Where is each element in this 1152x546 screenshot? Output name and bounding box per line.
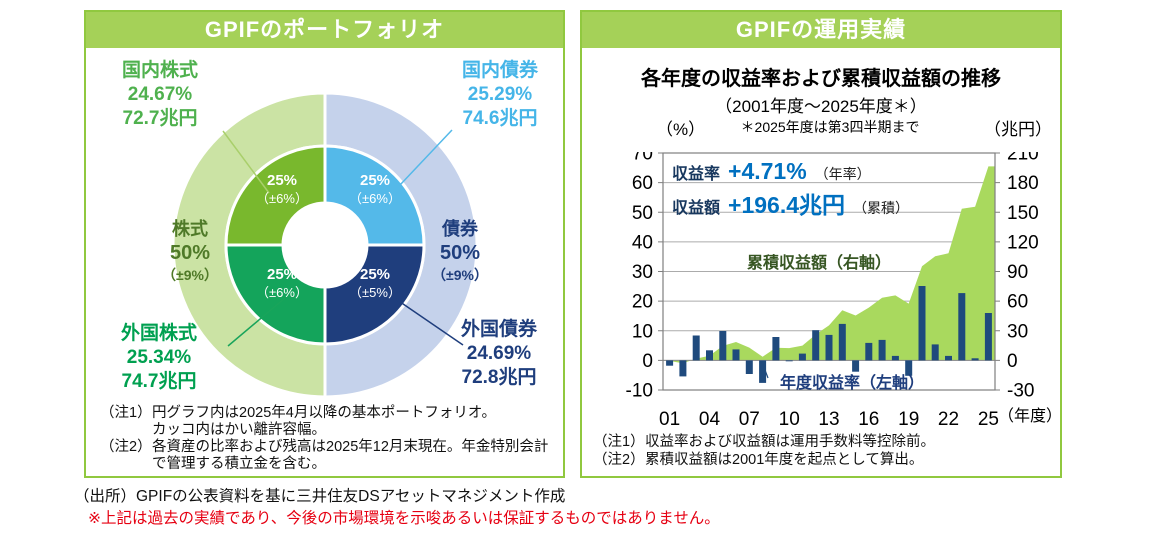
right-axis-tick-label: 90 [1007, 262, 1028, 283]
annual-return-bar [785, 360, 793, 362]
left-axis-tick-label: 10 [632, 321, 653, 342]
right-axis-tick-label: -30 [1007, 381, 1034, 402]
portfolio-notes: （注1） 円グラフ内は2025年4月以降の基本ポートフォリオ。 カッコ内はかい離許… [100, 405, 552, 473]
left-axis-tick-label: 60 [632, 173, 653, 194]
right-axis-tick-label: 120 [1007, 232, 1039, 253]
annual-return-bar [971, 358, 979, 361]
performance-chart-subtitle: （2001年度～2025年度＊） [715, 97, 927, 116]
portfolio-panel: GPIFのポートフォリオ 国内株式 24.67% 72.7兆円 国内債券 25.29%… [84, 10, 565, 478]
x-axis-tick-label: 13 [818, 409, 839, 430]
annual-return-bar [812, 330, 820, 361]
x-axis-tick-label: 16 [858, 409, 879, 430]
annual-return-bar [852, 360, 860, 372]
right-axis-tick-label: 180 [1007, 173, 1039, 194]
x-axis-tick-label: 25 [978, 409, 999, 430]
annual-return-bar [732, 349, 740, 361]
annual-return-bar [825, 334, 833, 361]
leader-line-domestic-equity [222, 130, 270, 194]
left-axis-tick-label: 20 [632, 292, 653, 313]
stat-return-rate: 収益率 +4.71% （年率） [672, 158, 871, 184]
bar-series-label: 年度収益率（左軸） [779, 375, 924, 392]
x-axis-tick-label: 22 [938, 409, 959, 430]
annual-return-bar [719, 331, 727, 361]
disclaimer-line: ※上記は過去の実績であり、今後の市場環境を示唆あるいは保証するものではありません… [88, 510, 720, 527]
group-label-stocks: 株式 50% （±9%） [162, 219, 218, 283]
portfolio-panel-title: GPIFのポートフォリオ [86, 12, 563, 48]
leader-line-foreign-bond [389, 294, 464, 346]
annual-return-bar [984, 313, 992, 361]
left-axis-tick-label: 30 [632, 262, 653, 283]
right-axis-tick-label: 210 [1007, 152, 1039, 165]
left-axis-unit: （%） [656, 120, 706, 139]
label-foreign-bond: 外国債券 24.69% 72.8兆円 [460, 319, 537, 388]
label-domestic-bond: 国内債券 25.29% 74.6兆円 [461, 60, 538, 129]
annual-return-bar [945, 355, 952, 361]
donut-segment-foreign-bond [323, 243, 426, 346]
annual-return-bar [891, 355, 899, 361]
annual-return-bar [706, 350, 713, 361]
left-axis-tick-label: 50 [632, 203, 653, 224]
annual-return-bar [745, 360, 753, 374]
performance-panel: GPIFの運用実績 各年度の収益率および累積収益額の推移 （2001年度～202… [580, 10, 1062, 478]
donut-segment-foreign-equity [224, 243, 327, 346]
annual-return-bar [865, 342, 873, 361]
performance-stats: 収益率 +4.71% （年率） 収益額 +196.4兆円 （累積） [672, 158, 910, 218]
source-line: （出所）GPIFの公表資料を基に三井住友DSアセットマネジメント作成 [74, 488, 566, 505]
donut-segment-domestic-bond [323, 144, 426, 247]
annual-return-bar [931, 344, 939, 361]
left-axis-tick-label: 40 [632, 232, 653, 253]
performance-note-2: （注2） 累積収益額は2001年度を起点として算出。 [593, 452, 924, 468]
label-domestic-equity: 国内株式 24.67% 72.7兆円 [121, 60, 198, 129]
donut-segment-domestic-equity [224, 144, 327, 247]
x-axis-tick-label: 07 [739, 409, 760, 430]
chart-subnote: ＊2025年度は第3四半期まで [740, 119, 920, 135]
share-domestic-equity: 25% （±6%） [256, 172, 308, 206]
performance-chart: 70 60 50 40 30 20 10 0 -10 210 180 150 120 90 60 30 0 -30… [626, 152, 1039, 430]
annual-return-bar [958, 293, 966, 361]
performance-note-1: （注1） 収益率および収益額は運用手数料等控除前。 [593, 434, 935, 450]
annual-return-bar [772, 337, 780, 361]
performance-notes: （注1） 収益率および収益額は運用手数料等控除前。 （注2） 累積収益額は200… [593, 433, 1053, 469]
annual-return-bar [666, 360, 674, 366]
annual-return-bar [905, 360, 913, 376]
portfolio-donut-chart [171, 91, 479, 399]
right-axis-unit: （兆円） [984, 120, 1052, 139]
label-foreign-equity: 外国株式 25.34% 74.7兆円 [120, 323, 197, 392]
annual-return-bar [838, 323, 846, 361]
stat-return-amount: 収益額 +196.4兆円 （累積） [672, 192, 910, 218]
annual-return-bar [679, 360, 687, 377]
x-axis-tick-label: 19 [898, 409, 919, 430]
x-axis-tick-label: 10 [779, 409, 800, 430]
share-foreign-equity: 25% （±6%） [256, 266, 308, 300]
annual-return-bar [692, 335, 700, 361]
x-axis-tick-label: 01 [659, 409, 680, 430]
annual-return-bar [798, 353, 806, 361]
bar-label-pointer [761, 361, 769, 379]
x-axis-tick-label: 04 [699, 409, 721, 430]
left-axis-tick-label: 70 [632, 152, 653, 165]
left-axis-tick-label: 0 [642, 351, 653, 372]
performance-chart-title: 各年度の収益率および累積収益額の推移 [641, 68, 1001, 90]
annual-return-bar [918, 286, 926, 361]
right-axis-tick-label: 60 [1007, 292, 1028, 313]
right-axis-tick-label: 150 [1007, 203, 1039, 224]
x-axis-unit: （年度） [998, 408, 1063, 425]
leader-line-foreign-equity [227, 297, 286, 347]
performance-panel-title: GPIFの運用実績 [582, 12, 1060, 48]
right-axis-tick-label: 30 [1007, 321, 1028, 342]
share-foreign-bond: 25% （±5%） [349, 266, 401, 300]
portfolio-note-2: （注2） 各資産の比率および残高は2025年12月末現在。年金特別会計 で管理する… [100, 439, 549, 472]
cumulative-return-area [663, 166, 995, 364]
area-series-label: 累積収益額（右軸） [746, 255, 891, 272]
annual-return-bar [759, 360, 767, 383]
left-axis-tick-label: -10 [626, 381, 653, 402]
annual-return-bar [878, 339, 886, 361]
right-axis-tick-label: 0 [1007, 351, 1018, 372]
share-domestic-bond: 25% （±6%） [349, 172, 401, 206]
leader-line-domestic-bond [399, 129, 453, 186]
portfolio-note-1: （注1） 円グラフ内は2025年4月以降の基本ポートフォリオ。 カッコ内はかい離許… [100, 405, 496, 438]
group-label-bonds: 債券 50% （±9%） [432, 219, 488, 283]
